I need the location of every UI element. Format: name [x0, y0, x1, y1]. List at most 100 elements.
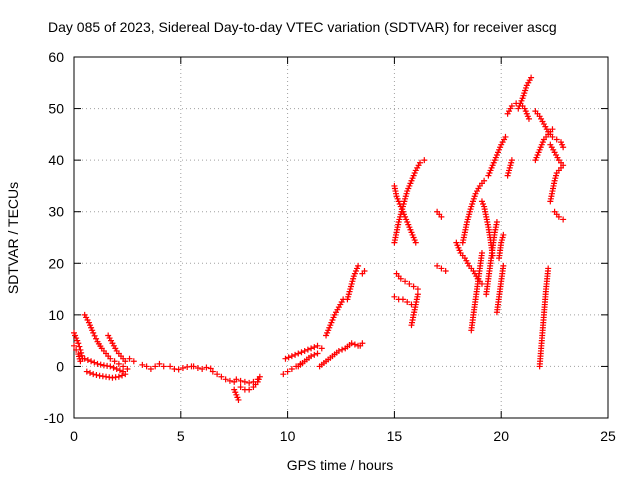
data-point: [203, 364, 210, 371]
data-point: [391, 293, 398, 300]
data-point: [218, 373, 225, 380]
data-point: [438, 265, 445, 272]
series-track-27: [391, 293, 415, 308]
data-point-interp: [84, 356, 91, 363]
data-point: [288, 366, 295, 373]
data-point-interp: [311, 344, 318, 351]
data-point: [73, 346, 80, 353]
data-point: [549, 133, 556, 140]
data-point: [130, 358, 137, 365]
data-point: [246, 386, 253, 393]
data-point: [295, 350, 302, 357]
data-point: [412, 239, 419, 246]
series-track-28: [408, 291, 421, 329]
data-point: [246, 379, 253, 386]
series-track-36: [493, 262, 507, 316]
series-track-07: [126, 355, 137, 365]
y-tick-label: 30: [48, 204, 64, 220]
data-point: [156, 360, 163, 367]
data-point: [115, 373, 122, 380]
data-point: [81, 355, 88, 362]
data-point: [525, 115, 532, 122]
data-point-interp: [298, 349, 305, 356]
series-track-43: [532, 108, 567, 151]
data-point-interp: [78, 352, 85, 359]
data-point: [397, 275, 404, 282]
data-point-interp: [97, 361, 104, 368]
series-track-37: [496, 231, 507, 262]
series-track-25: [391, 157, 428, 246]
data-point: [421, 157, 428, 164]
series-track-15: [237, 373, 263, 393]
chart-title: Day 085 of 2023, Sidereal Day-to-day VTE…: [48, 19, 557, 35]
axis-ticks: [73, 56, 609, 419]
data-point-interp: [110, 364, 117, 371]
data-point: [410, 283, 417, 290]
data-point: [111, 358, 118, 365]
series-track-13: [231, 386, 242, 403]
data-point: [438, 213, 445, 220]
data-point: [348, 340, 355, 347]
data-point: [222, 376, 229, 383]
data-point: [545, 265, 552, 272]
y-tick-label: 20: [48, 255, 64, 271]
data-point: [90, 371, 97, 378]
series-track-03: [81, 311, 131, 373]
series-track-19: [316, 340, 362, 370]
plot-frame: [73, 56, 609, 419]
data-point-interp: [87, 369, 94, 376]
series-track-08: [139, 361, 150, 370]
data-point: [560, 144, 567, 151]
data-point: [493, 219, 500, 226]
data-point: [147, 366, 154, 373]
data-point: [139, 361, 146, 368]
data-point: [88, 358, 95, 365]
series-track-02: [71, 342, 84, 365]
data-point: [235, 396, 242, 403]
series-track-20: [323, 296, 347, 339]
series-track-40: [504, 100, 520, 117]
y-tick-label: 60: [48, 49, 64, 65]
y-tick-label: 0: [56, 358, 64, 374]
data-point: [233, 376, 240, 383]
data-point: [314, 350, 321, 357]
series-track-38: [485, 133, 509, 179]
series-track-22: [359, 268, 368, 277]
data-point: [160, 363, 167, 370]
series-track-23: [357, 340, 366, 349]
data-point: [122, 358, 129, 365]
series-track-31: [453, 239, 485, 287]
data-point: [122, 371, 129, 378]
data-point-interp: [339, 346, 346, 353]
series-track-41: [515, 74, 535, 112]
data-point: [256, 373, 263, 380]
data-point-interp: [304, 346, 311, 353]
x-tick-label: 25: [600, 428, 616, 444]
data-point: [83, 368, 90, 375]
data-point: [502, 133, 509, 140]
data-point: [314, 342, 321, 349]
series-track-01: [71, 329, 86, 362]
data-point: [107, 363, 114, 370]
data-point: [355, 262, 362, 269]
data-point: [241, 378, 248, 385]
data-point: [107, 355, 114, 362]
series-track-30: [434, 262, 449, 275]
x-axis-label: GPS time / hours: [287, 457, 394, 473]
data-point: [194, 364, 201, 371]
data-point: [442, 268, 449, 275]
x-tick-label: 0: [70, 428, 78, 444]
data-point: [402, 278, 409, 285]
data-point: [318, 345, 325, 352]
series-track-05: [83, 368, 129, 381]
data-point: [558, 164, 565, 171]
series-track-12: [209, 368, 238, 385]
data-point: [113, 366, 120, 373]
data-point: [209, 368, 216, 375]
series-track-09: [147, 360, 167, 373]
series-track-42: [517, 100, 532, 122]
data-point: [237, 384, 244, 391]
y-axis-label: SDTVAR / TECUs: [5, 182, 21, 294]
